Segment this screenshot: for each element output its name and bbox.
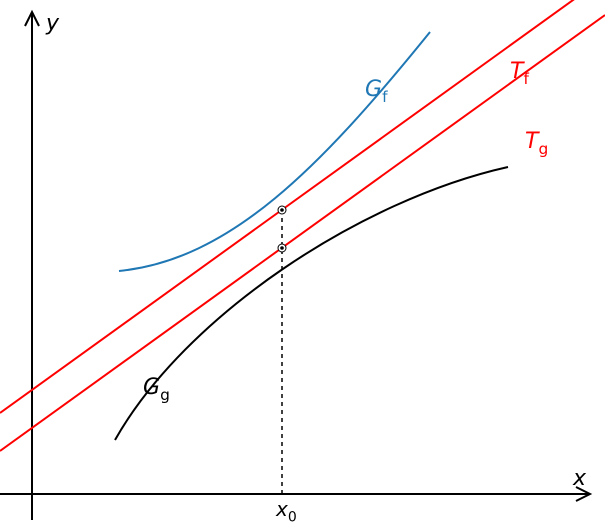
axes [0,12,590,520]
x0-label: x0 [275,497,297,526]
point-f-dot [280,208,284,212]
tangent-g-label: Tg [525,129,548,158]
curve-g [115,167,508,440]
x-axis-label: x [572,466,587,491]
tangent-f-label: Tf [510,59,529,88]
curve-f-label: Gf [365,77,388,106]
point-g-dot [280,246,284,250]
curve-f [119,32,430,271]
y-axis-label: y [45,11,60,36]
curve-g-label: Gg [143,375,170,404]
